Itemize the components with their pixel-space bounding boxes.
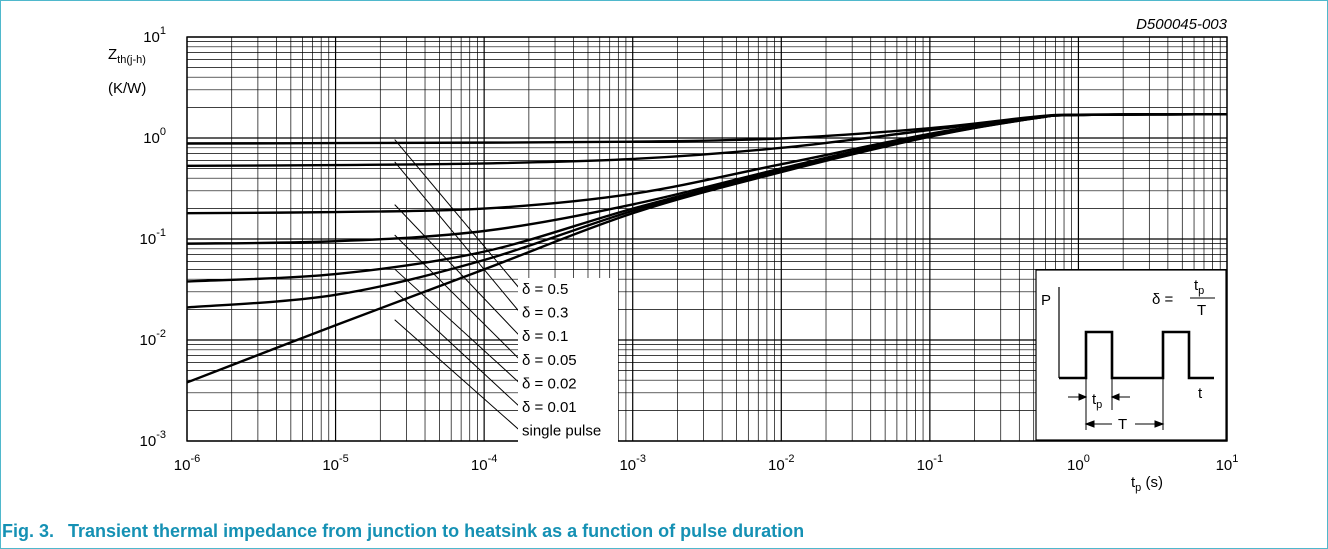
y-axis-subscript: th(j-h) [117,54,146,66]
figure-reference: D500045-003 [1136,16,1228,33]
y-tick-label: 100 [143,126,166,147]
legend-entry: single pulse [522,423,601,440]
legend-leader-line [394,319,521,431]
y-axis-label: Zth(j-h) [108,46,146,66]
tick-labels: 10-6 10-5 10-4 10-3 10-2 10-1 100 101 10-3 10-2 10… [140,25,1239,474]
y-tick-label: 10-1 [140,227,166,248]
legend-entry: δ = 0.1 [522,328,568,345]
legend-entry: δ = 0.5 [522,281,568,298]
x-tick-label: 10-6 [174,453,200,474]
x-axis-symbol: t [1131,474,1136,491]
legend-leader-lines [394,139,521,431]
inset-tp-arrow-left [1068,393,1088,401]
y-axis-symbol: Z [108,46,117,63]
inset-t-label: t [1198,385,1203,402]
x-axis-subscript: p [1135,482,1141,494]
inset-period-arrow-left [1084,420,1112,428]
y-axis-unit: (K/W) [108,80,146,97]
legend-leader-line [394,234,521,361]
legend-leader-line [394,161,521,313]
figure-number: Fig. 3. [2,521,55,541]
y-tick-label: 101 [143,25,166,46]
figure-caption: Fig. 3. Transient thermal impedance from … [2,521,804,542]
inset-pulse-waveform [1059,330,1214,380]
x-tick-label: 10-1 [917,453,943,474]
x-tick-label: 10-3 [619,453,645,474]
series-curve [186,113,1228,145]
plot-border [186,36,1228,442]
x-axis-label: tp (s) [1131,474,1163,494]
legend-entry: δ = 0.05 [522,352,577,369]
inset-p-label: P [1041,292,1051,309]
x-tick-label: 10-2 [768,453,794,474]
legend-entry: δ = 0.3 [522,305,568,322]
y-tick-label: 10-3 [140,429,166,450]
series-curve [186,113,1228,283]
legend-entry: δ = 0.02 [522,375,577,392]
inset-tp-label: tp [1092,391,1102,411]
x-axis-unit: (s) [1141,474,1163,491]
inset-period-label: T [1118,416,1127,433]
series-curve [186,113,1228,384]
x-tick-label: 101 [1216,453,1239,474]
legend-leader-line [394,204,521,337]
x-tick-label: 10-5 [322,453,348,474]
inset-fraction-denominator: T [1197,302,1206,319]
curves [186,113,1228,384]
y-tick-label: 10-2 [140,328,166,349]
legend-leader-line [394,268,521,384]
x-tick-label: 100 [1067,453,1090,474]
legend-background [518,278,618,450]
inset-tp-arrow-right [1110,393,1130,401]
pulse-diagram-inset: P t δ = tp T tp T [1035,269,1227,441]
figure-caption-text: Transient thermal impedance from junctio… [68,521,805,541]
legend-leader-line [394,290,521,408]
inset-period-arrow-right [1135,420,1165,428]
x-tick-label: 10-4 [471,453,497,474]
legend: δ = 0.5 δ = 0.3 δ = 0.1 δ = 0.05 δ = 0.02 δ =… [522,281,601,440]
inset-delta-equation: δ = [1152,291,1174,308]
legend-entry: δ = 0.01 [522,399,577,416]
series-curve [186,113,1228,215]
inset-fraction-numerator: tp [1194,277,1204,297]
